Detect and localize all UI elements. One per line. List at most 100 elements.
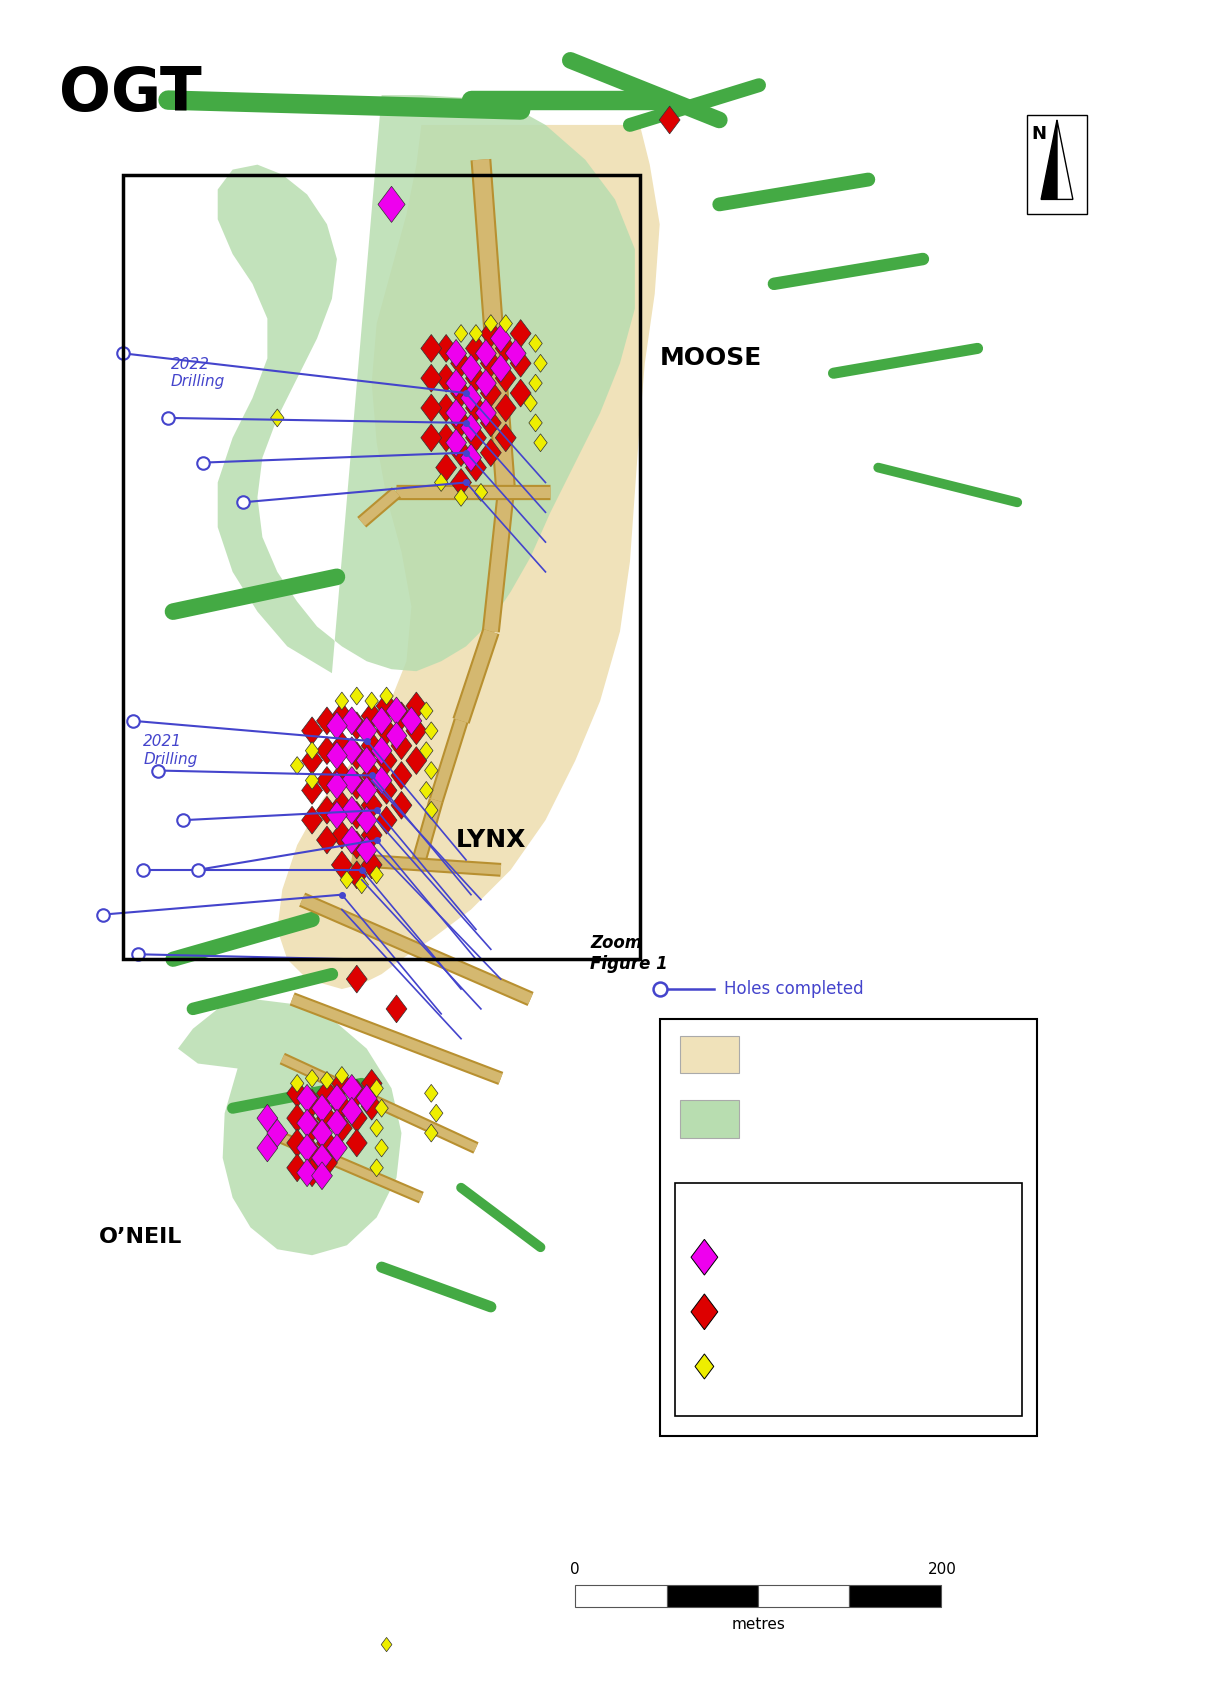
Polygon shape <box>346 771 367 800</box>
Text: Au (g/t): Au (g/t) <box>768 1228 830 1245</box>
Polygon shape <box>306 1069 319 1088</box>
Polygon shape <box>425 1125 437 1142</box>
Polygon shape <box>691 1294 718 1330</box>
Polygon shape <box>376 806 397 833</box>
Polygon shape <box>326 801 347 828</box>
Polygon shape <box>691 1240 718 1276</box>
Polygon shape <box>476 400 496 427</box>
Polygon shape <box>495 395 516 422</box>
Polygon shape <box>331 850 352 879</box>
Bar <box>758 1586 849 1608</box>
Polygon shape <box>326 771 347 800</box>
Polygon shape <box>302 717 323 745</box>
Polygon shape <box>421 364 442 391</box>
Polygon shape <box>376 747 397 774</box>
Text: 0: 0 <box>570 1562 580 1577</box>
Polygon shape <box>480 408 501 437</box>
Polygon shape <box>436 395 457 422</box>
Polygon shape <box>421 334 442 363</box>
Polygon shape <box>376 693 397 720</box>
Bar <box>849 1586 941 1608</box>
Polygon shape <box>335 1067 349 1084</box>
Text: 200: 200 <box>929 1562 957 1577</box>
Polygon shape <box>455 488 468 507</box>
Polygon shape <box>346 1104 367 1132</box>
Polygon shape <box>326 742 347 769</box>
Text: Holes completed: Holes completed <box>724 981 864 998</box>
Polygon shape <box>341 767 362 794</box>
Polygon shape <box>356 717 377 745</box>
Polygon shape <box>529 374 542 391</box>
Polygon shape <box>317 796 338 825</box>
Polygon shape <box>495 364 516 391</box>
Polygon shape <box>302 806 323 833</box>
Polygon shape <box>317 827 338 854</box>
Polygon shape <box>297 1084 318 1113</box>
Polygon shape <box>331 701 352 730</box>
Polygon shape <box>356 1084 377 1113</box>
Polygon shape <box>466 454 487 481</box>
Polygon shape <box>400 706 421 735</box>
Polygon shape <box>361 1093 382 1120</box>
Polygon shape <box>365 693 378 710</box>
Polygon shape <box>451 379 472 407</box>
Polygon shape <box>420 742 432 759</box>
Polygon shape <box>1041 120 1057 200</box>
Polygon shape <box>326 1084 347 1113</box>
Polygon shape <box>446 369 467 396</box>
Polygon shape <box>381 1638 392 1652</box>
Polygon shape <box>375 1099 388 1116</box>
Polygon shape <box>340 871 354 889</box>
Polygon shape <box>312 1094 333 1121</box>
Text: 10 - 300: 10 - 300 <box>737 1248 812 1265</box>
Bar <box>667 1586 758 1608</box>
Polygon shape <box>461 444 482 471</box>
Polygon shape <box>257 1133 277 1162</box>
Polygon shape <box>317 737 338 764</box>
Polygon shape <box>326 1133 347 1162</box>
Polygon shape <box>361 1069 382 1098</box>
Polygon shape <box>455 325 468 342</box>
Polygon shape <box>370 1120 383 1137</box>
Polygon shape <box>405 747 426 774</box>
Polygon shape <box>346 742 367 769</box>
Polygon shape <box>331 1093 352 1120</box>
Polygon shape <box>480 379 501 407</box>
Polygon shape <box>277 125 659 989</box>
Text: Rhyolite: Rhyolite <box>754 1052 828 1069</box>
Polygon shape <box>302 1159 323 1187</box>
Bar <box>680 1101 739 1138</box>
Polygon shape <box>466 334 487 363</box>
Polygon shape <box>490 354 511 383</box>
Bar <box>680 1035 739 1074</box>
Polygon shape <box>317 1079 338 1108</box>
Polygon shape <box>435 474 448 491</box>
Polygon shape <box>466 364 487 391</box>
Polygon shape <box>361 732 382 759</box>
Polygon shape <box>420 781 432 800</box>
Polygon shape <box>312 1120 333 1147</box>
Polygon shape <box>466 395 487 422</box>
Polygon shape <box>326 1110 347 1137</box>
Polygon shape <box>376 776 397 805</box>
Polygon shape <box>341 706 362 735</box>
Polygon shape <box>331 791 352 820</box>
Text: 1 - 10: 1 - 10 <box>737 1303 790 1321</box>
Polygon shape <box>386 722 407 750</box>
Polygon shape <box>379 688 393 705</box>
Text: OGT: OGT <box>59 66 202 124</box>
Polygon shape <box>436 334 457 363</box>
Polygon shape <box>370 866 383 884</box>
Polygon shape <box>466 424 487 452</box>
Polygon shape <box>371 737 392 764</box>
Polygon shape <box>476 339 496 368</box>
Polygon shape <box>331 732 352 759</box>
Polygon shape <box>474 483 488 501</box>
Bar <box>675 1182 1023 1416</box>
Polygon shape <box>335 693 349 710</box>
Polygon shape <box>405 717 426 745</box>
Polygon shape <box>480 320 501 347</box>
Polygon shape <box>484 315 498 332</box>
Polygon shape <box>446 429 467 457</box>
Polygon shape <box>341 796 362 825</box>
